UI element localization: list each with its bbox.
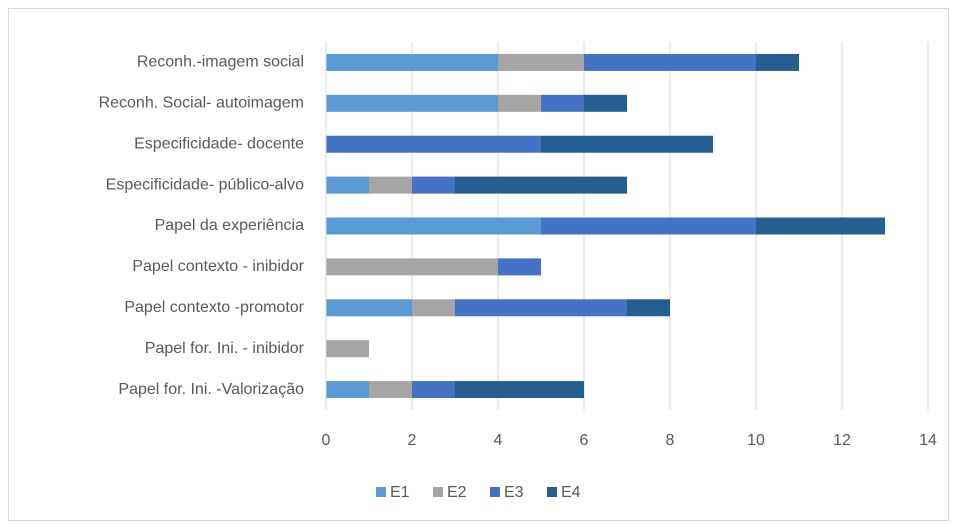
y-tick-label: Papel contexto - inibidor <box>132 258 304 275</box>
legend-swatch <box>490 487 500 497</box>
bar-segment <box>584 94 627 112</box>
bar-segment <box>541 94 584 112</box>
bar-segment <box>326 217 541 235</box>
bar-segment <box>541 217 756 235</box>
legend-swatch <box>433 487 443 497</box>
bar-segment <box>756 217 885 235</box>
bar-segment <box>412 176 455 194</box>
legend-label: E3 <box>504 484 524 501</box>
bar-segment <box>326 381 369 399</box>
bar-segment <box>498 53 584 71</box>
bar-segment <box>498 94 541 112</box>
bar-segment <box>326 299 412 317</box>
x-tick-label: 4 <box>494 432 503 449</box>
bar-segment <box>627 299 670 317</box>
legend-swatch <box>547 487 557 497</box>
legend-label: E1 <box>390 484 410 501</box>
bar-segment <box>326 340 369 358</box>
x-tick-label: 2 <box>408 432 417 449</box>
x-tick-label: 10 <box>747 432 765 449</box>
x-tick-label: 12 <box>833 432 851 449</box>
y-tick-label: Papel da experiência <box>155 217 305 234</box>
legend-label: E2 <box>447 484 467 501</box>
y-tick-label: Reconh.-imagem social <box>137 54 304 71</box>
y-tick-label: Papel for. Ini. - inibidor <box>145 340 305 357</box>
bar-segment <box>326 258 498 276</box>
bar-segment <box>584 53 756 71</box>
bar-segment <box>326 176 369 194</box>
y-tick-label: Especificidade- público-alvo <box>106 176 304 193</box>
bar-segment <box>498 258 541 276</box>
bar-segment <box>412 381 455 399</box>
bar-segment <box>756 53 799 71</box>
x-tick-label: 8 <box>666 432 675 449</box>
bar-segment <box>455 381 584 399</box>
x-tick-label: 0 <box>322 432 331 449</box>
bar-segment <box>455 176 627 194</box>
y-tick-label: Reconh. Social- autoimagem <box>99 95 304 112</box>
y-tick-label: Especificidade- docente <box>134 135 304 152</box>
y-tick-label: Papel contexto -promotor <box>124 299 304 316</box>
x-tick-label: 6 <box>580 432 589 449</box>
x-tick-label: 14 <box>919 432 937 449</box>
bar-segment <box>326 135 541 153</box>
bar-segment <box>326 94 498 112</box>
bar-segment <box>412 299 455 317</box>
bar-segment <box>369 381 412 399</box>
legend-swatch <box>376 487 386 497</box>
bar-segment <box>541 135 713 153</box>
y-tick-label: Papel for. Ini. -Valorização <box>118 381 304 398</box>
bar-segment <box>326 53 498 71</box>
legend-label: E4 <box>561 484 581 501</box>
bar-segment <box>369 176 412 194</box>
bar-segment <box>455 299 627 317</box>
